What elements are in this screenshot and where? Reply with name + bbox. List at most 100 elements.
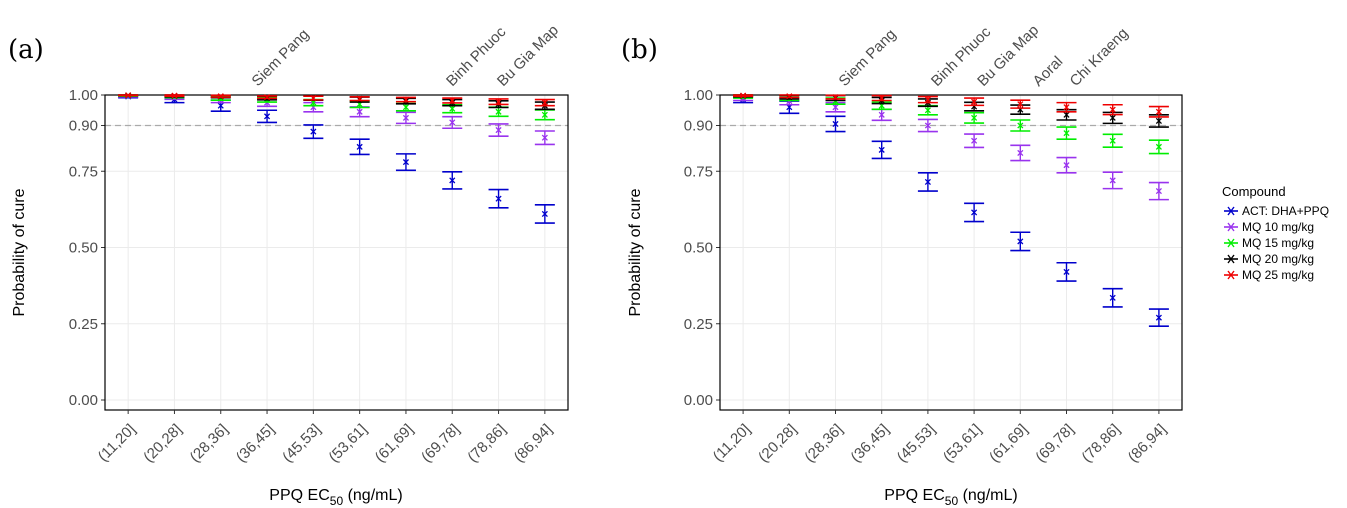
data-point <box>786 93 793 100</box>
y-tick-label: 0.90 <box>69 118 98 135</box>
data-point <box>1155 314 1162 321</box>
data-point <box>924 107 931 114</box>
legend-item: MQ 15 mg/kg <box>1224 236 1314 250</box>
legend-title: Compound <box>1222 184 1286 199</box>
data-point <box>1063 162 1070 169</box>
y-tick-label: 0.75 <box>684 163 713 180</box>
x-tick-label: (45,53] <box>894 421 939 466</box>
data-point <box>449 177 456 184</box>
data-point <box>449 97 456 104</box>
data-point <box>740 92 747 99</box>
data-point <box>1109 177 1116 184</box>
data-point <box>1109 137 1116 144</box>
data-point <box>832 104 839 111</box>
data-point <box>1155 188 1162 195</box>
panel-label: (b) <box>621 35 658 65</box>
y-axis-title: Probability of cure <box>627 188 644 316</box>
data-point <box>1155 117 1162 124</box>
legend-item: MQ 25 mg/kg <box>1224 268 1314 282</box>
data-point <box>356 95 363 102</box>
y-tick-label: 0.25 <box>69 316 98 333</box>
data-point <box>1017 122 1024 129</box>
x-tick-label: (53,61] <box>325 421 370 466</box>
panel-border <box>719 94 1183 411</box>
y-tick-label: 1.00 <box>69 87 98 104</box>
x-tick-label: (69,78] <box>1032 421 1077 466</box>
data-point <box>402 114 410 121</box>
legend-label: MQ 25 mg/kg <box>1242 268 1314 282</box>
data-point <box>1109 294 1116 301</box>
data-point <box>217 93 224 100</box>
y-tick-label: 0.00 <box>69 392 98 409</box>
data-point <box>449 105 456 112</box>
data-point <box>1109 106 1116 113</box>
data-point <box>125 92 132 99</box>
y-axis-title: Probability of cure <box>11 188 28 316</box>
y-tick-label: 1.00 <box>684 87 713 104</box>
site-label: Siem Pang <box>249 26 313 90</box>
data-point <box>263 113 271 120</box>
legend-item: MQ 10 mg/kg <box>1224 220 1314 234</box>
x-axis-title: PPQ EC50 (ng/mL) <box>269 487 402 508</box>
data-point <box>1155 143 1162 150</box>
data-point <box>971 98 978 105</box>
data-point <box>171 92 178 99</box>
x-axis-title: PPQ EC50 (ng/mL) <box>884 487 1017 508</box>
x-tick-label: (11,20] <box>95 421 139 465</box>
data-point <box>310 94 317 102</box>
y-tick-label: 0.25 <box>684 316 713 333</box>
legend-label: MQ 15 mg/kg <box>1242 236 1314 250</box>
data-point <box>924 96 931 103</box>
y-tick-label: 0.50 <box>69 240 98 257</box>
chart-panel-a: (a) 0.00 0.25 0.50 0.75 0.90 1.00 (11,20] (20,28… <box>8 22 569 508</box>
data-point <box>1063 130 1070 137</box>
x-tick-label: (69,78] <box>418 421 463 466</box>
legend: Compound ACT: DHA+PPQ MQ 10 mg/kg MQ 15 mg/… <box>1222 184 1329 282</box>
data-point <box>356 108 363 115</box>
x-tick-label: (11,20] <box>710 421 754 465</box>
x-tick-label: (53,61] <box>940 421 985 466</box>
data-point <box>878 146 885 153</box>
data-point <box>217 102 224 109</box>
legend-key-marker <box>1227 206 1235 216</box>
legend-label: MQ 20 mg/kg <box>1242 252 1314 266</box>
site-label: Aoral <box>1030 53 1067 90</box>
x-tick-label: (86,94] <box>1125 421 1170 466</box>
x-tick-label: (28,36] <box>187 421 232 466</box>
x-tick-label: (61,69] <box>986 421 1031 466</box>
chart-panel-b: (b) 0.00 0.25 0.50 0.75 0.90 1.00 (11,20] (20,28… <box>621 22 1183 508</box>
y-tick-label: 0.50 <box>684 240 713 257</box>
data-point <box>495 195 502 202</box>
data-point <box>263 94 271 101</box>
legend-key-marker <box>1227 254 1235 264</box>
x-tick-label: (36,45] <box>233 421 278 466</box>
x-tick-label: (78,86] <box>464 421 509 466</box>
data-point <box>971 114 978 121</box>
site-label: Chi Kraeng <box>1067 25 1132 90</box>
data-point <box>924 178 931 185</box>
data-point <box>541 210 548 218</box>
legend-item: MQ 20 mg/kg <box>1224 252 1314 266</box>
data-point <box>495 98 502 105</box>
data-point <box>541 111 548 118</box>
x-tick-label: (78,86] <box>1078 421 1123 466</box>
site-label: Siem Pang <box>836 26 900 90</box>
data-point <box>1017 238 1024 245</box>
panel-border <box>104 94 569 411</box>
legend-key-marker <box>1227 238 1235 248</box>
x-tick-label: (86,94] <box>511 421 556 466</box>
legend-label: ACT: DHA+PPQ <box>1242 204 1329 218</box>
legend-item: ACT: DHA+PPQ <box>1224 204 1329 218</box>
data-point <box>402 104 410 111</box>
data-point <box>1017 149 1024 157</box>
data-point <box>495 108 502 115</box>
data-point <box>1063 111 1070 118</box>
legend-key-marker <box>1227 270 1235 280</box>
x-tick-label: (28,36] <box>801 421 846 466</box>
x-tick-label: (45,53] <box>279 421 324 466</box>
data-point <box>878 111 885 118</box>
data-point <box>356 143 363 150</box>
legend-label: MQ 10 mg/kg <box>1242 220 1314 234</box>
data-point <box>402 96 410 103</box>
